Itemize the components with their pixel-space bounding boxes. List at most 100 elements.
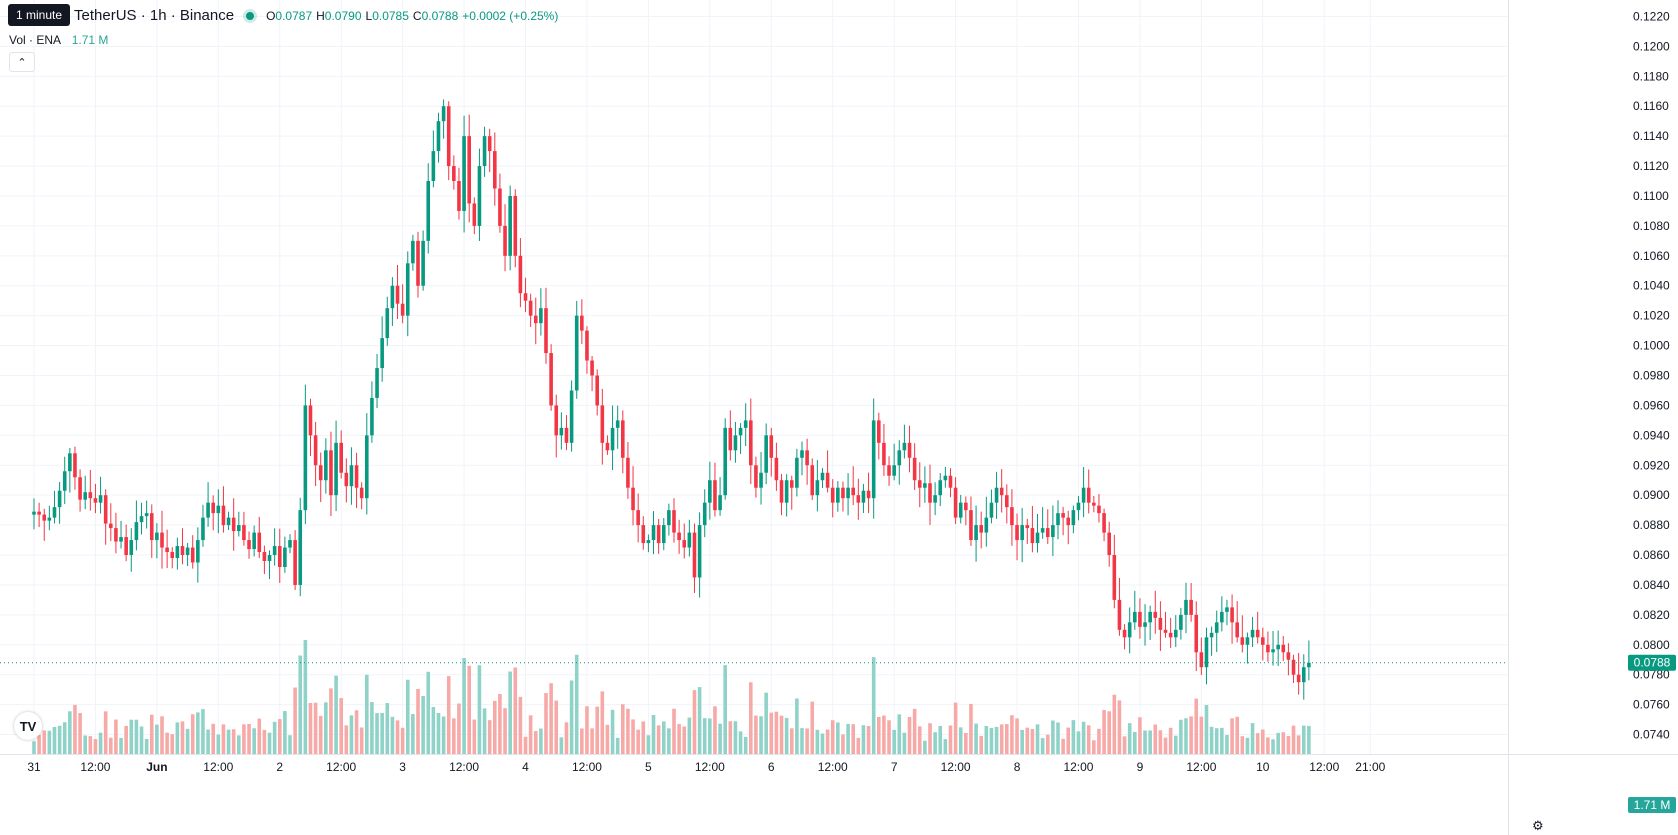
volume-bar [32,741,36,754]
time-tick-label: 7 [891,760,898,774]
volume-bar [871,657,876,754]
candle [405,251,410,337]
volume-bar [902,732,907,754]
volume-bar [129,719,134,754]
candle [1209,626,1214,656]
time-axis[interactable]: 31 12:00 Jun 12:00 2 12:00 3 12:00 4 12:00 5 12:00 6… [27,760,1385,774]
volume-bar [1061,738,1065,754]
candle [528,293,533,327]
volume-bar [1291,725,1296,754]
volume-bar [615,737,620,754]
candle [252,525,256,557]
candle [1117,577,1122,636]
candle [185,542,190,566]
candle [400,284,405,324]
candle [298,497,303,597]
candle [1286,643,1291,676]
candle [324,438,328,494]
candle [774,442,779,491]
volume-bar [1286,735,1291,754]
volume-bar [769,712,774,754]
candle [1235,601,1239,643]
time-tick-label: 5 [645,760,652,774]
volume-bar [83,735,87,754]
volume-bar [339,698,343,754]
ohlc-open-value: 0.0787 [275,8,313,23]
volume-bar [221,724,226,754]
volume-bar [262,729,267,754]
volume-bar [1276,732,1280,754]
volume-bar [933,732,937,754]
volume-bar [349,715,354,754]
volume-bar [713,706,717,754]
volume-bar [907,717,912,754]
time-tick-label: 12:00 [326,760,356,774]
candle [165,529,169,569]
volume-bar [1138,717,1142,754]
candle [436,112,441,163]
candle [124,524,128,562]
volume-label[interactable]: Vol · ENA [9,33,61,47]
candle [902,424,907,459]
volume-bar [436,712,441,754]
volume-bar [308,702,313,754]
candle [605,435,610,455]
price-axis[interactable]: 0.1220 0.1200 0.1180 0.1160 0.1140 0.1120 0.11… [1633,9,1670,741]
price-tick-label: 0.0920 [1633,458,1670,472]
volume-bar [267,732,272,754]
tradingview-logo[interactable]: TV [14,712,42,740]
candle [426,163,431,254]
time-tick-label: 12:00 [1186,760,1216,774]
candle [1107,521,1111,567]
volume-bar [738,731,743,754]
candle [293,530,297,590]
volume-bar [841,734,845,754]
volume-bar [1148,730,1152,754]
volume-bar [702,718,707,754]
candle [129,528,134,572]
volume-bar [958,727,963,754]
candle [882,424,886,476]
volume-bar [1179,719,1183,754]
interval-tooltip: 1 minute [8,4,71,26]
candle [1127,607,1132,654]
price-tick-label: 0.0940 [1633,428,1670,442]
volume-bar [1076,731,1081,754]
candle [687,519,692,557]
volume-bar [109,737,113,754]
candle [83,475,87,510]
volume-bar [73,704,77,754]
volume-bar [892,729,896,754]
volume-bar [631,719,635,754]
candle [1230,594,1234,644]
volume-bar [42,730,47,754]
candle [1066,510,1071,545]
candle [109,503,113,542]
volume-bar [37,735,41,754]
candle [201,504,205,547]
volume-bar [411,714,415,754]
candle [114,512,118,554]
collapse-legend-button[interactable]: ⌃ [9,52,35,72]
volume-bar [580,728,584,754]
candle [1184,582,1188,634]
volume-bar [877,717,881,754]
candle [160,510,164,569]
candle [1255,611,1260,644]
volume-bar [523,736,528,754]
gear-icon[interactable]: ⚙ [1532,818,1544,833]
candle [697,512,702,598]
volume-bar [170,734,175,754]
volume-bar [421,696,425,754]
volume-bar [288,735,292,754]
volume-bar [242,724,246,754]
volume-bar [416,688,420,754]
symbol-title[interactable]: TetherUS · 1h · Binance [74,7,235,24]
volume-bar [62,722,67,754]
volume-bar [984,726,989,754]
candle [1199,637,1204,676]
volume-bar [743,736,748,754]
candle [242,511,246,546]
volume-bar [149,714,154,754]
